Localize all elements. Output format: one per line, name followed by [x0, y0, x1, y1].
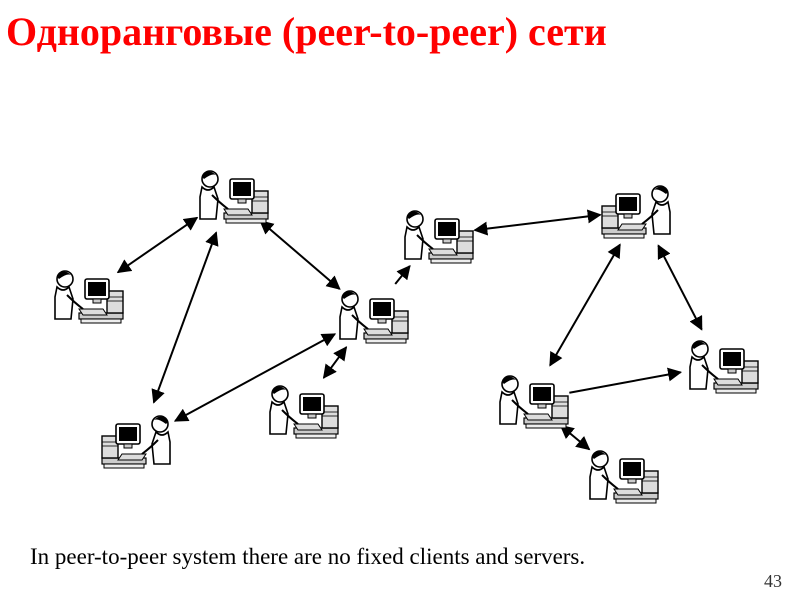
network-node-icon	[55, 271, 123, 323]
network-node-icon	[340, 291, 408, 343]
caption-text: In peer-to-peer system there are no fixe…	[30, 544, 585, 570]
page-title: Одноранговые (peer-to-peer) сети	[0, 8, 800, 55]
edge	[561, 426, 590, 450]
network-node-icon	[102, 416, 170, 468]
network-node-icon	[270, 386, 338, 438]
edge	[658, 246, 701, 330]
edge	[569, 372, 680, 393]
edge	[395, 266, 410, 284]
network-node-icon	[590, 451, 658, 503]
network-node-icon	[690, 341, 758, 393]
network-diagram	[0, 80, 800, 520]
edge	[475, 215, 601, 230]
page-number: 43	[764, 571, 782, 592]
edge	[550, 245, 620, 366]
network-node-icon	[200, 171, 268, 223]
edge	[260, 221, 339, 289]
network-node-icon	[500, 376, 568, 428]
network-node-icon	[405, 211, 473, 263]
edge	[324, 347, 347, 378]
nodes-layer	[55, 171, 758, 503]
network-node-icon	[602, 186, 670, 238]
edge	[118, 218, 197, 273]
edge	[154, 233, 216, 403]
